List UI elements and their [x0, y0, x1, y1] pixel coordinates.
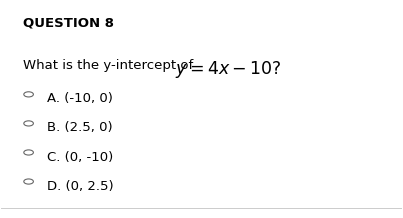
- Text: D. (0, 2.5): D. (0, 2.5): [48, 180, 114, 192]
- Text: $y = 4x - 10$?: $y = 4x - 10$?: [175, 59, 282, 80]
- Text: What is the y-intercept of: What is the y-intercept of: [23, 60, 198, 73]
- Text: A. (-10, 0): A. (-10, 0): [48, 92, 113, 106]
- Text: C. (0, -10): C. (0, -10): [48, 151, 114, 164]
- Text: B. (2.5, 0): B. (2.5, 0): [48, 121, 113, 135]
- Text: QUESTION 8: QUESTION 8: [23, 16, 114, 29]
